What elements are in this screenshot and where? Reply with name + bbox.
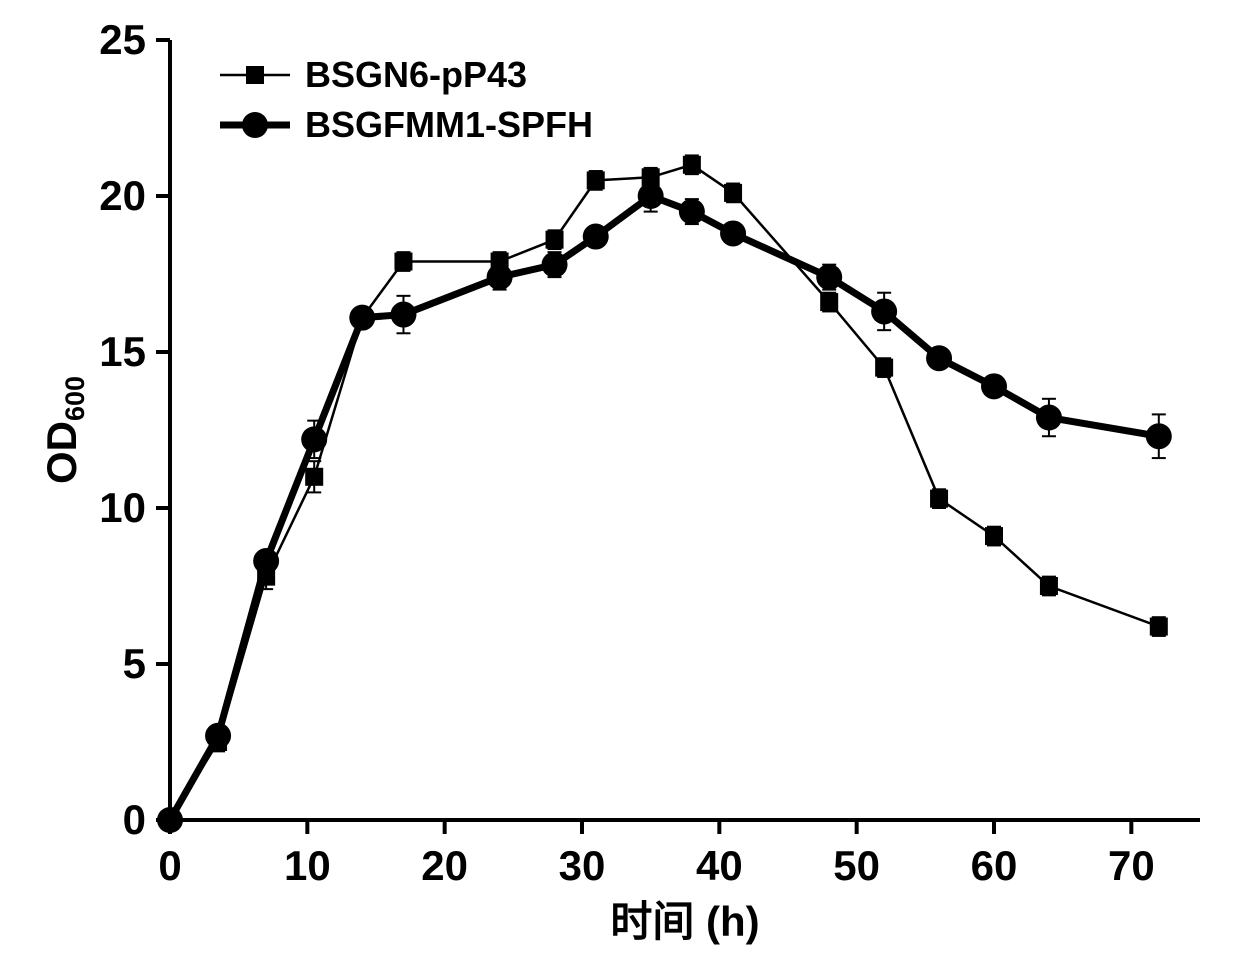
- x-tick-label: 0: [158, 842, 181, 889]
- series-marker: [157, 807, 183, 833]
- series-marker: [390, 302, 416, 328]
- series-marker: [724, 184, 742, 202]
- series-marker: [1146, 423, 1172, 449]
- series-marker: [875, 359, 893, 377]
- x-tick-label: 50: [833, 842, 880, 889]
- series-marker: [981, 373, 1007, 399]
- series-marker: [301, 426, 327, 452]
- series-marker: [820, 293, 838, 311]
- series-marker: [305, 468, 323, 486]
- y-tick-label: 5: [123, 640, 146, 687]
- chart-container: 0102030405060700510152025时间 (h)OD600BSGN…: [0, 0, 1239, 957]
- series-marker: [930, 490, 948, 508]
- series-marker: [1040, 577, 1058, 595]
- series-marker: [546, 231, 564, 249]
- series-marker: [638, 183, 664, 209]
- growth-curve-chart: 0102030405060700510152025时间 (h)OD600BSGN…: [0, 0, 1239, 957]
- x-tick-label: 30: [559, 842, 606, 889]
- legend-label: BSGFMM1-SPFH: [305, 104, 593, 145]
- y-tick-label: 0: [123, 796, 146, 843]
- x-tick-label: 20: [421, 842, 468, 889]
- series-marker: [349, 305, 375, 331]
- x-tick-label: 40: [696, 842, 743, 889]
- series-marker: [871, 298, 897, 324]
- series-marker: [816, 264, 842, 290]
- y-tick-label: 25: [99, 16, 146, 63]
- series-marker: [926, 345, 952, 371]
- legend-swatch-marker: [246, 66, 264, 84]
- series-marker: [683, 156, 701, 174]
- x-tick-label: 10: [284, 842, 331, 889]
- series-marker: [1036, 405, 1062, 431]
- series-marker: [253, 548, 279, 574]
- series-marker: [679, 199, 705, 225]
- x-axis-label: 时间 (h): [610, 898, 759, 945]
- series-marker: [583, 224, 609, 250]
- series-marker: [1150, 618, 1168, 636]
- series-marker: [542, 252, 568, 278]
- series-marker: [985, 527, 1003, 545]
- y-tick-label: 15: [99, 328, 146, 375]
- series-marker: [205, 723, 231, 749]
- y-tick-label: 20: [99, 172, 146, 219]
- series-marker: [394, 253, 412, 271]
- legend-label: BSGN6-pP43: [305, 54, 527, 95]
- series-marker: [720, 220, 746, 246]
- y-tick-label: 10: [99, 484, 146, 531]
- x-tick-label: 70: [1108, 842, 1155, 889]
- series-marker: [587, 171, 605, 189]
- x-tick-label: 60: [971, 842, 1018, 889]
- series-marker: [487, 264, 513, 290]
- legend-swatch-marker: [242, 112, 268, 138]
